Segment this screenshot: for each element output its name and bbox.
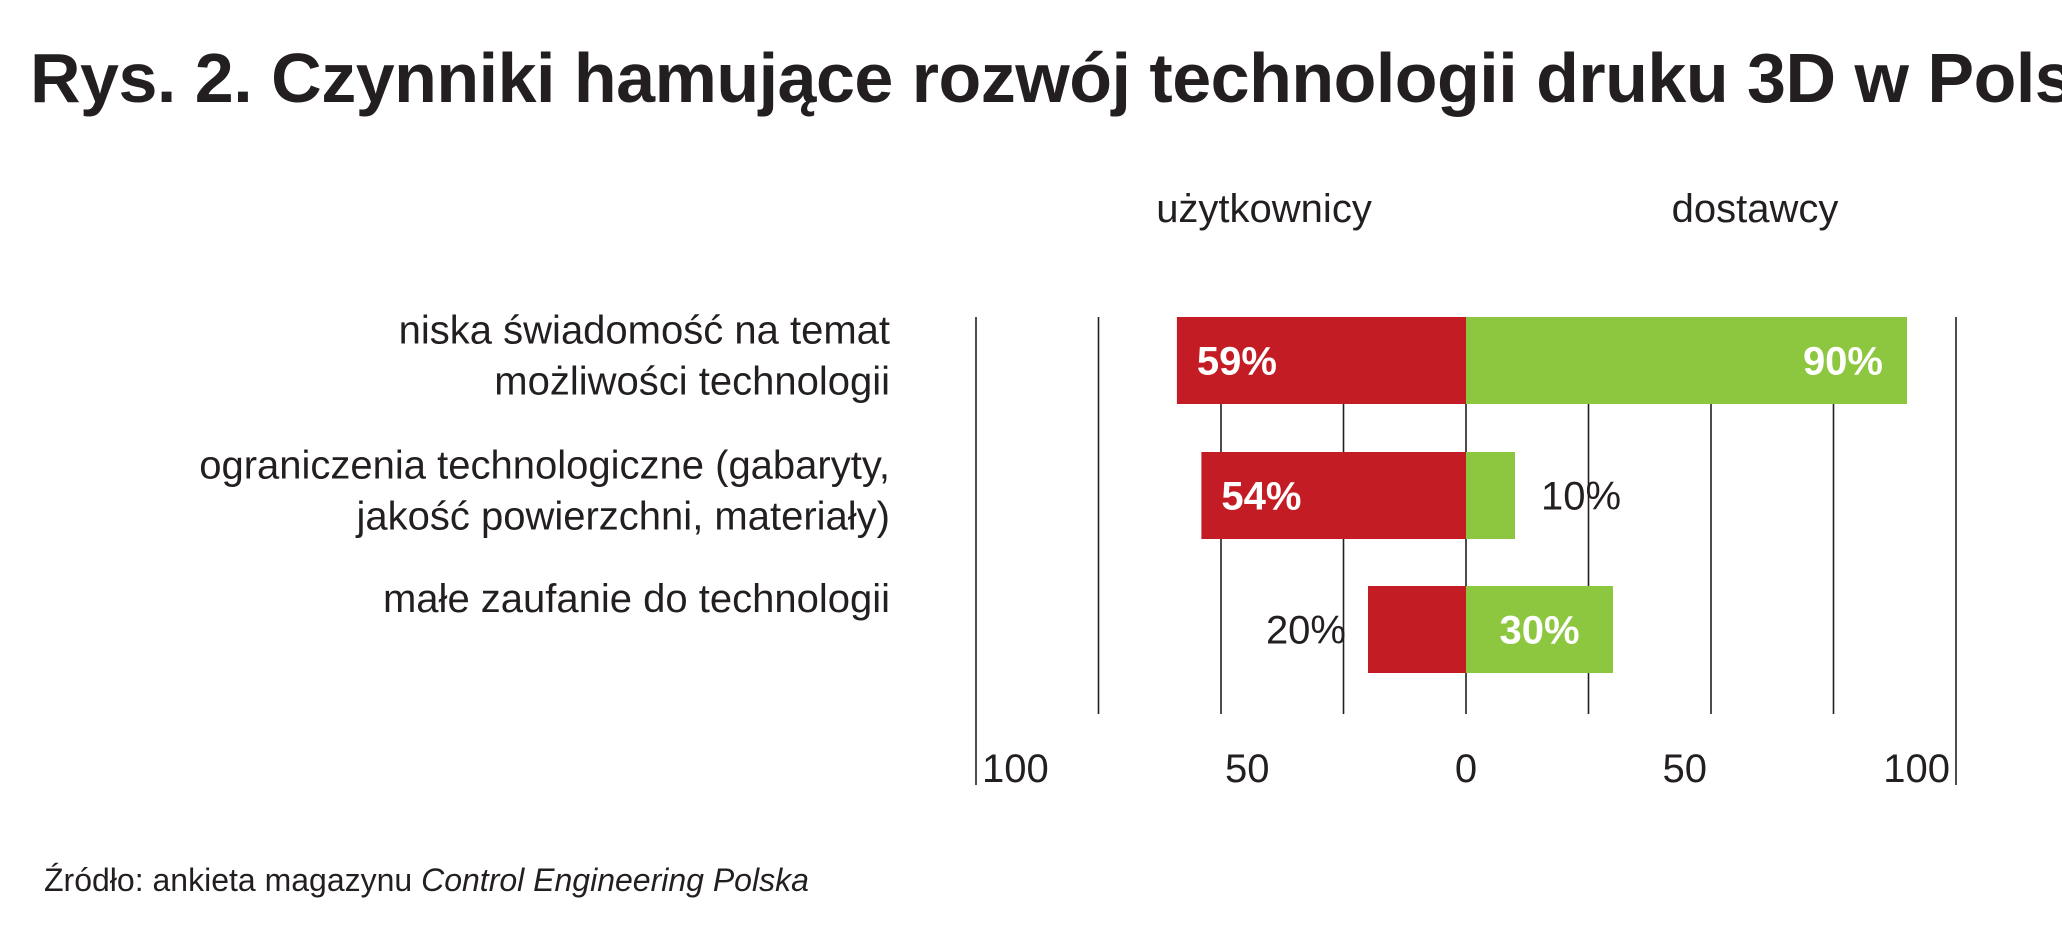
data-label-suppliers: 90% [1803, 340, 1883, 384]
bar-suppliers [1466, 452, 1515, 539]
data-label-suppliers: 10% [1541, 475, 1621, 519]
series-header-users: użytkownicy [1156, 187, 1372, 231]
data-label-suppliers: 30% [1499, 609, 1579, 653]
series-header-suppliers: dostawcy [1672, 187, 1839, 231]
source-note: Źródło: ankieta magazynu Control Enginee… [44, 862, 809, 899]
bar-suppliers [1466, 586, 1613, 673]
data-label-users: 20% [1266, 609, 1346, 653]
source-prefix: Źródło: ankieta magazynu [44, 862, 422, 898]
tick-label: 0 [1455, 747, 1477, 791]
tick-label: 100 [982, 747, 1049, 791]
source-publication: Control Engineering Polska [421, 862, 809, 898]
category-label: małe zaufanie do technologii [383, 577, 890, 621]
bar-suppliers [1466, 317, 1907, 404]
data-label-users: 54% [1221, 475, 1301, 519]
data-label-users: 59% [1197, 340, 1277, 384]
bar-users [1176, 317, 1466, 404]
bar-users [1368, 586, 1466, 673]
tick-label: 50 [1663, 747, 1708, 791]
tick-label: 100 [1883, 747, 1950, 791]
category-label: niska świadomość na temat [399, 309, 890, 353]
bar-users [1201, 452, 1466, 539]
tick-label: 50 [1225, 747, 1270, 791]
category-label: możliwości technologii [494, 360, 890, 404]
chart-title: Rys. 2. Czynniki hamujące rozwój technol… [30, 39, 2062, 117]
category-label: ograniczenia technologiczne (gabaryty, [199, 444, 890, 488]
category-label: jakość powierzchni, materiały) [355, 495, 890, 539]
